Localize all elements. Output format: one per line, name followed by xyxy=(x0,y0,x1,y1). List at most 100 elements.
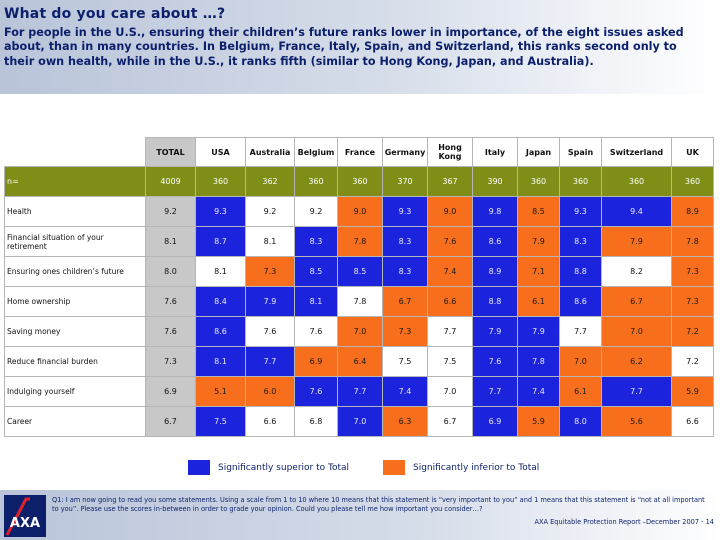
score-cell: 7.9 xyxy=(472,316,518,347)
score-cell: 7.5 xyxy=(382,346,428,377)
sample-size-cell: 360 xyxy=(559,166,602,197)
score-cell: 7.9 xyxy=(601,226,672,257)
score-cell: 7.4 xyxy=(517,376,560,407)
score-cell: 6.3 xyxy=(382,406,428,437)
score-cell: 7.6 xyxy=(472,346,518,377)
score-cell: 7.9 xyxy=(517,226,560,257)
column-header: USA xyxy=(195,137,246,167)
column-header: Japan xyxy=(517,137,560,167)
score-cell: 7.6 xyxy=(145,286,196,317)
score-cell: 5.9 xyxy=(517,406,560,437)
score-cell: 8.8 xyxy=(559,256,602,287)
score-cell: 7.6 xyxy=(145,316,196,347)
row-label: Saving money xyxy=(4,316,146,347)
score-cell: 7.8 xyxy=(671,226,714,257)
column-header: UK xyxy=(671,137,714,167)
score-cell: 8.4 xyxy=(195,286,246,317)
score-cell: 7.3 xyxy=(245,256,295,287)
column-header: Belgium xyxy=(294,137,338,167)
table-row: Saving money 7.6 8.6 7.6 7.6 7.0 7.3 7.7 7.9 7.9 7… xyxy=(4,316,714,347)
score-cell: 9.3 xyxy=(382,196,428,227)
column-header: TOTAL xyxy=(145,137,196,167)
legend-inferior-swatch xyxy=(383,460,405,475)
column-header: Italy xyxy=(472,137,518,167)
score-cell: 8.1 xyxy=(294,286,338,317)
score-cell: 5.9 xyxy=(671,376,714,407)
score-cell: 7.4 xyxy=(427,256,473,287)
score-cell: 9.2 xyxy=(145,196,196,227)
score-cell: 7.8 xyxy=(337,286,383,317)
score-cell: 7.3 xyxy=(145,346,196,377)
score-cell: 7.3 xyxy=(671,256,714,287)
sample-size-cell: 360 xyxy=(671,166,714,197)
row-label: Health xyxy=(4,196,146,227)
page-title: What do you care about …? xyxy=(4,6,226,22)
score-cell: 6.6 xyxy=(671,406,714,437)
legend-superior-swatch xyxy=(188,460,210,475)
score-cell: 6.9 xyxy=(294,346,338,377)
score-cell: 7.2 xyxy=(671,316,714,347)
score-cell: 6.9 xyxy=(145,376,196,407)
score-cell: 8.1 xyxy=(195,256,246,287)
column-header: France xyxy=(337,137,383,167)
sample-size-cell: 360 xyxy=(601,166,672,197)
score-cell: 8.3 xyxy=(382,256,428,287)
score-cell: 8.3 xyxy=(382,226,428,257)
score-cell: 8.7 xyxy=(195,226,246,257)
column-header: Spain xyxy=(559,137,602,167)
sample-size-cell: 360 xyxy=(195,166,246,197)
row-label: Career xyxy=(4,406,146,437)
sample-size-cell: 4009 xyxy=(145,166,196,197)
score-cell: 9.8 xyxy=(472,196,518,227)
score-cell: 8.5 xyxy=(517,196,560,227)
score-cell: 8.1 xyxy=(245,226,295,257)
score-cell: 7.3 xyxy=(382,316,428,347)
score-cell: 7.7 xyxy=(245,346,295,377)
column-header: Hong Kong xyxy=(427,137,473,167)
score-cell: 6.1 xyxy=(517,286,560,317)
score-cell: 7.7 xyxy=(337,376,383,407)
score-cell: 7.6 xyxy=(294,376,338,407)
score-cell: 6.0 xyxy=(245,376,295,407)
table-row: Financial situation of your retirement 8.… xyxy=(4,226,714,257)
row-label: Ensuring ones children’s future xyxy=(4,256,146,287)
score-cell: 7.0 xyxy=(337,316,383,347)
score-cell: 7.6 xyxy=(294,316,338,347)
score-cell: 7.7 xyxy=(559,316,602,347)
score-cell: 8.6 xyxy=(559,286,602,317)
score-cell: 6.9 xyxy=(472,406,518,437)
score-cell: 8.9 xyxy=(472,256,518,287)
row-label: Home ownership xyxy=(4,286,146,317)
source-line: AXA Equitable Protection Report –Decembe… xyxy=(534,518,714,526)
row-label: Indulging yourself xyxy=(4,376,146,407)
score-cell: 7.8 xyxy=(337,226,383,257)
score-cell: 6.6 xyxy=(427,286,473,317)
sample-size-cell: 367 xyxy=(427,166,473,197)
score-cell: 8.3 xyxy=(294,226,338,257)
score-cell: 9.0 xyxy=(427,196,473,227)
score-cell: 6.1 xyxy=(559,376,602,407)
score-cell: 7.0 xyxy=(601,316,672,347)
scores-table: TOTAL USA Australia Belgium France Germany Hon… xyxy=(4,137,714,437)
footer-banner xyxy=(0,490,720,540)
sample-size-cell: 360 xyxy=(517,166,560,197)
score-cell: 7.7 xyxy=(472,376,518,407)
sample-size-cell: 360 xyxy=(337,166,383,197)
score-cell: 6.7 xyxy=(427,406,473,437)
score-cell: 5.6 xyxy=(601,406,672,437)
score-cell: 9.3 xyxy=(195,196,246,227)
score-cell: 9.2 xyxy=(245,196,295,227)
score-cell: 8.3 xyxy=(559,226,602,257)
row-label: Reduce financial burden xyxy=(4,346,146,377)
score-cell: 8.5 xyxy=(294,256,338,287)
logo-text: AXA xyxy=(10,516,40,531)
score-cell: 7.0 xyxy=(337,406,383,437)
table-row: Indulging yourself 6.9 5.1 6.0 7.6 7.7 7.4 7.0 7… xyxy=(4,376,714,407)
table-row: Reduce financial burden 7.3 8.1 7.7 6.9 6.4 7.… xyxy=(4,346,714,377)
sample-size-row: n= 4009 360 362 360 360 370 367 390 360 360 360 360 xyxy=(4,166,714,197)
column-header: Switzerland xyxy=(601,137,672,167)
score-cell: 6.7 xyxy=(601,286,672,317)
table-row: Home ownership 7.6 8.4 7.9 8.1 7.8 6.7 6.6 8.8 6.… xyxy=(4,286,714,317)
column-header: Australia xyxy=(245,137,295,167)
score-cell: 7.8 xyxy=(517,346,560,377)
